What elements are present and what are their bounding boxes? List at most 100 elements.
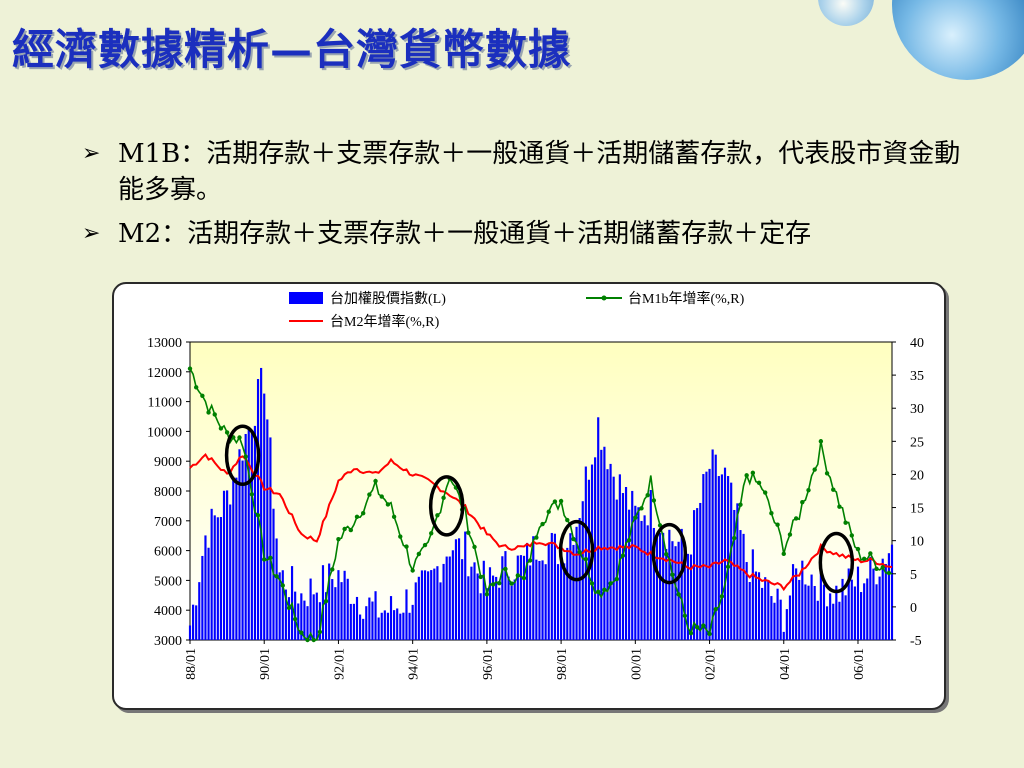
y-left-tick-label: 8000 [154, 485, 182, 500]
m1b-point [416, 551, 422, 557]
index-bar [399, 613, 402, 640]
legend-label-m1b: 台M1b年增率(%,R) [628, 290, 745, 307]
index-bar [275, 538, 278, 640]
m1b-point [787, 532, 793, 537]
x-tick-label: 02/01 [704, 648, 719, 680]
index-bar [414, 582, 417, 640]
index-bar [328, 563, 331, 640]
slide-title: 經濟數據精析—台灣貨幣數據 [12, 25, 572, 74]
index-bar [884, 563, 887, 640]
index-bar [838, 601, 841, 640]
index-bar [822, 584, 826, 640]
index-bar [482, 560, 485, 640]
m1b-point [268, 555, 273, 561]
index-bar [856, 566, 860, 640]
index-bar [832, 603, 835, 640]
y-left-tick-label: 9000 [154, 455, 182, 470]
index-bar [751, 549, 754, 640]
x-tick-label: 96/01 [481, 648, 496, 680]
index-bar [498, 587, 501, 640]
index-bar [600, 449, 603, 640]
index-bar [686, 553, 689, 640]
index-bar [278, 572, 281, 640]
index-bar [535, 559, 538, 640]
index-bar [773, 602, 776, 640]
index-bar [241, 460, 244, 640]
m1b-point [701, 623, 706, 628]
m1b-point [342, 526, 347, 532]
index-bar [680, 528, 683, 640]
m1b-point [540, 521, 545, 527]
index-bar [491, 575, 495, 640]
index-bar [652, 527, 655, 640]
index-bar [813, 585, 816, 640]
index-bar [699, 502, 702, 640]
index-bar [334, 587, 337, 640]
index-bar [683, 547, 686, 640]
index-bar [739, 530, 742, 640]
index-bar [606, 469, 609, 640]
y-left-tick-label: 7000 [154, 515, 182, 530]
m1b-point [775, 522, 780, 527]
index-bar [253, 425, 257, 640]
index-bar [337, 570, 340, 640]
x-tick-label: 90/01 [258, 648, 273, 680]
index-bar [878, 576, 881, 640]
m1b-point [410, 568, 415, 573]
m1b-point [577, 549, 582, 555]
legend-swatch-index [289, 292, 323, 304]
index-bar [244, 433, 247, 640]
index-bar [204, 535, 207, 640]
index-bar [198, 582, 201, 640]
m1b-point [373, 478, 378, 484]
m1b-point [292, 616, 298, 622]
index-bar [875, 584, 878, 640]
m1b-point [812, 467, 817, 472]
m1b-point [602, 587, 607, 592]
index-bar [674, 546, 677, 640]
index-bar [866, 578, 869, 640]
m1b-point [800, 499, 805, 505]
m1b-point [806, 487, 811, 493]
index-bar [566, 547, 569, 640]
m1b-point [398, 534, 403, 539]
index-bar [318, 602, 321, 640]
index-bar [859, 592, 863, 640]
index-bar [461, 559, 464, 640]
index-bar [887, 553, 890, 640]
index-bar [232, 476, 235, 640]
index-bar [801, 560, 804, 640]
index-bar [631, 490, 634, 640]
index-bar [819, 564, 822, 640]
m1b-point [571, 536, 576, 542]
index-bar [457, 538, 461, 640]
y-left-tick-label: 12000 [147, 366, 182, 381]
index-bar [393, 610, 396, 640]
index-bar [581, 501, 584, 640]
m1b-point [608, 581, 613, 586]
y-right-tick-label: 20 [910, 468, 924, 483]
legend-marker-m1b [601, 295, 607, 301]
index-bar [634, 505, 637, 640]
m2-growth-line [189, 452, 893, 592]
m1b-point [385, 502, 391, 507]
bullet-m2: ➢ M2：活期存款＋支票存款＋一般通貨＋活期儲蓄存款＋定存 [82, 216, 962, 252]
y-right-tick-label: 25 [910, 435, 924, 450]
index-bar [708, 468, 711, 640]
m1b-point [534, 535, 539, 540]
m1b-point [837, 504, 842, 509]
index-bar [671, 541, 674, 640]
m1b-point [286, 605, 292, 611]
globe-decoration-small [818, 0, 874, 26]
m1b-point [360, 510, 366, 516]
index-bar [640, 520, 643, 640]
index-bar [439, 582, 442, 640]
m1b-point [626, 537, 632, 543]
m1b-point [552, 499, 558, 504]
m1b-point [756, 480, 762, 486]
m1b-point [305, 637, 310, 643]
index-bar [507, 576, 510, 640]
annotation-circle [818, 531, 855, 594]
index-bar [479, 593, 482, 640]
m1b-point [466, 530, 471, 535]
